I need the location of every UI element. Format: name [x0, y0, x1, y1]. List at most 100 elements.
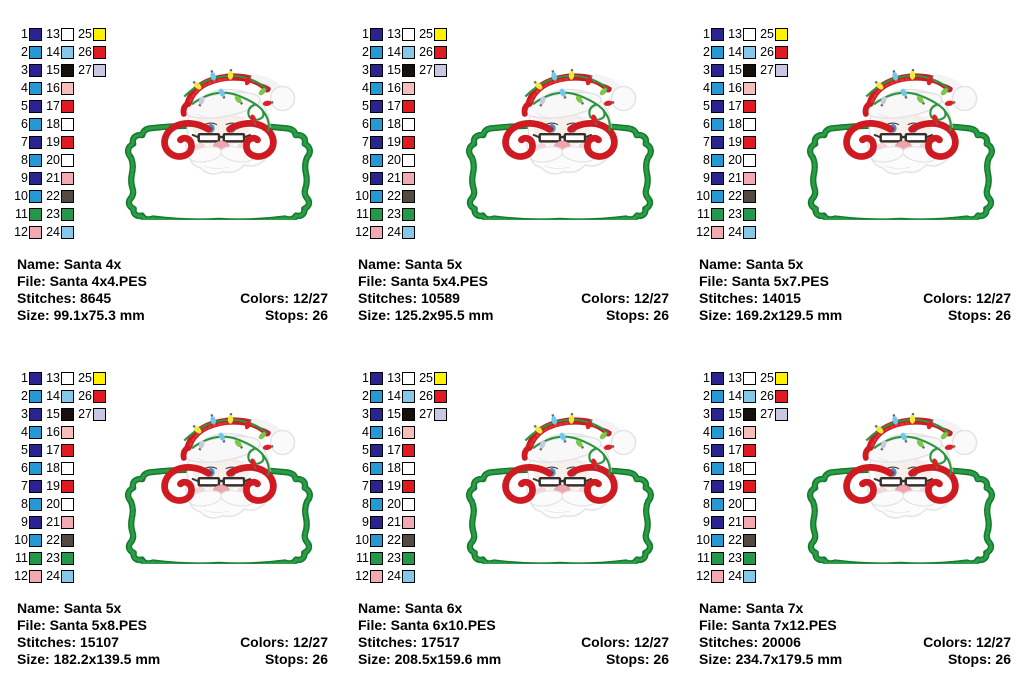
design-stats: Colors: 12/27 Stops: 26 — [581, 634, 669, 668]
thread-swatch — [402, 407, 415, 421]
thread-swatch — [743, 171, 756, 185]
thread-swatch — [370, 461, 383, 475]
thread-number: 15 — [46, 406, 60, 421]
stops-label: Stops: — [605, 307, 650, 323]
thread-swatch — [743, 389, 756, 403]
thread-swatch — [370, 63, 383, 77]
file-label: File: — [699, 273, 728, 289]
thread-number: 10 — [14, 532, 28, 547]
thread-number: 9 — [703, 170, 710, 185]
thread-swatch — [743, 515, 756, 529]
thread-number: 2 — [362, 388, 369, 403]
palette-row: 5 17 — [14, 441, 107, 459]
palette-row: 12 24 — [696, 223, 789, 241]
thread-swatch — [402, 461, 415, 475]
thread-number: 9 — [703, 514, 710, 529]
palette-row: 4 16 — [14, 423, 107, 441]
palette-row: 10 22 — [14, 531, 107, 549]
thread-number: 6 — [703, 460, 710, 475]
thread-number: 26 — [760, 388, 774, 403]
design-size: 234.7x179.5 mm — [735, 651, 843, 667]
thread-swatch — [743, 189, 756, 203]
thread-number: 18 — [387, 116, 401, 131]
thread-swatch — [402, 225, 415, 239]
thread-number: 26 — [419, 388, 433, 403]
thread-swatch — [711, 153, 724, 167]
palette-row: 10 22 — [355, 531, 448, 549]
thread-swatch — [29, 515, 42, 529]
thread-number: 16 — [387, 80, 401, 95]
thread-swatch — [29, 389, 42, 403]
stitches-line: Stitches: 15107 — [17, 634, 160, 651]
thread-swatch — [29, 171, 42, 185]
palette-row: 1 13 25 — [696, 369, 789, 387]
palette-row: 1 13 25 — [14, 25, 107, 43]
palette-row: 9 21 — [696, 513, 789, 531]
thread-swatch — [711, 533, 724, 547]
design-stitches: 17517 — [421, 634, 460, 650]
design-card: 1 13 25 2 14 26 3 15 27 4 16 5 17 6 18 7 19 8 20 9 21 10 22 11 2… — [682, 344, 1024, 688]
thread-swatch — [402, 497, 415, 511]
thread-number: 13 — [387, 26, 401, 41]
thread-number: 10 — [14, 188, 28, 203]
thread-swatch — [402, 153, 415, 167]
thread-swatch — [29, 461, 42, 475]
design-file: Santa 7x12.PES — [731, 617, 837, 633]
file-line: File: Santa 7x12.PES — [699, 617, 842, 634]
size-label: Size: — [17, 307, 50, 323]
thread-swatch — [743, 461, 756, 475]
thread-swatch — [29, 533, 42, 547]
design-name: Santa 5x — [745, 256, 804, 272]
thread-swatch — [29, 117, 42, 131]
thread-number: 16 — [387, 424, 401, 439]
stops-label: Stops: — [264, 307, 309, 323]
thread-swatch — [743, 569, 756, 583]
thread-palette: 1 13 25 2 14 26 3 15 27 4 16 5 17 6 18 7 19 8 20 9 21 10 22 11 2… — [14, 25, 107, 241]
design-stops: 26 — [995, 307, 1011, 323]
thread-swatch — [711, 461, 724, 475]
thread-number: 24 — [728, 224, 742, 239]
thread-swatch — [711, 443, 724, 457]
file-label: File: — [358, 273, 387, 289]
thread-swatch — [711, 515, 724, 529]
thread-number: 2 — [703, 44, 710, 59]
file-label: File: — [17, 273, 46, 289]
design-stops: 26 — [995, 651, 1011, 667]
thread-swatch — [61, 569, 74, 583]
palette-row: 11 23 — [14, 205, 107, 223]
design-stats: Colors: 12/27 Stops: 26 — [240, 290, 328, 324]
thread-number: 27 — [760, 62, 774, 77]
thread-swatch — [370, 189, 383, 203]
thread-number: 15 — [387, 62, 401, 77]
palette-row: 12 24 — [355, 223, 448, 241]
design-info: Name: Santa 4x File: Santa 4x4.PES Stitc… — [17, 256, 147, 324]
thread-number: 19 — [728, 134, 742, 149]
thread-swatch — [61, 45, 74, 59]
palette-row: 6 18 — [355, 115, 448, 133]
file-label: File: — [699, 617, 728, 633]
thread-number: 5 — [362, 442, 369, 457]
design-colors: 12/27 — [633, 290, 669, 306]
thread-number: 20 — [728, 152, 742, 167]
design-stitches: 8645 — [80, 290, 112, 306]
thread-number: 25 — [760, 370, 774, 385]
thread-number: 19 — [46, 478, 60, 493]
palette-row: 6 18 — [14, 459, 107, 477]
thread-palette: 1 13 25 2 14 26 3 15 27 4 16 5 17 6 18 7 19 8 20 9 21 10 22 11 2… — [355, 369, 448, 585]
palette-row: 5 17 — [355, 97, 448, 115]
palette-row: 8 20 — [696, 495, 789, 513]
thread-swatch — [370, 425, 383, 439]
design-size: 169.2x129.5 mm — [735, 307, 843, 323]
santa-monogram-frame-preview — [453, 400, 665, 564]
design-info: Name: Santa 5x File: Santa 5x8.PES Stitc… — [17, 600, 160, 668]
design-name: Santa 4x — [63, 256, 122, 272]
stops-line: Stops: 26 — [581, 307, 669, 324]
thread-number: 26 — [760, 44, 774, 59]
thread-number: 11 — [15, 206, 28, 221]
thread-swatch — [743, 225, 756, 239]
thread-swatch — [29, 443, 42, 457]
thread-swatch — [402, 533, 415, 547]
thread-number: 24 — [728, 568, 742, 583]
thread-swatch — [370, 117, 383, 131]
thread-number: 21 — [46, 514, 60, 529]
